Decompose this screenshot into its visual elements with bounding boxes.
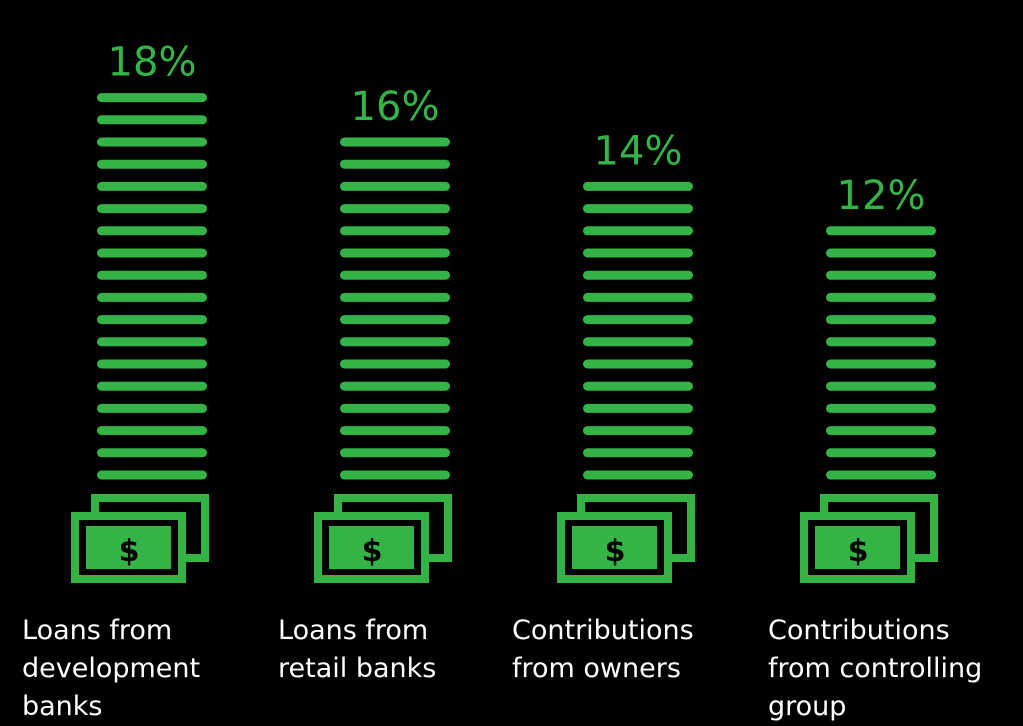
- front-bill-face: [815, 526, 900, 569]
- coin-stack-line: [583, 426, 693, 436]
- coin-stack-line: [340, 270, 450, 280]
- category-label-controlling-group: Contributions from controlling group: [768, 615, 983, 722]
- coin-stack-line: [340, 403, 450, 413]
- dollar-sign-icon: $: [848, 534, 869, 569]
- coin-stack-line: [97, 381, 207, 391]
- coin-stack-line: [97, 337, 207, 347]
- coin-stack-line: [826, 270, 936, 280]
- value-label-0: 18%: [108, 40, 197, 86]
- coin-stack-line: [340, 337, 450, 347]
- dollar-sign-icon: $: [119, 534, 140, 569]
- coin-stack-line: [340, 426, 450, 436]
- coin-stack-line: [583, 470, 693, 480]
- coin-stack-line: [583, 270, 693, 280]
- coin-stack-line: [826, 248, 936, 258]
- coin-stack-line: [340, 181, 450, 191]
- coin-stack-line: [97, 159, 207, 169]
- coin-stack-line: [97, 137, 207, 147]
- coin-stack-line: [340, 470, 450, 480]
- coin-stack-line: [583, 448, 693, 458]
- coin-stack-line: [340, 137, 450, 147]
- coin-stack-line: [340, 292, 450, 302]
- money-bills-icon: $: [71, 494, 209, 583]
- coin-stack-line: [583, 181, 693, 191]
- coin-stack-line: [97, 226, 207, 236]
- coin-stack-line: [583, 204, 693, 214]
- coin-stack-line: [340, 315, 450, 325]
- coin-stack-line: [97, 448, 207, 458]
- bar-column-1: 16% $: [314, 84, 452, 583]
- bar-column-3: 12% $: [800, 173, 938, 583]
- value-label-1: 16%: [351, 84, 440, 130]
- coin-stack-line: [826, 337, 936, 347]
- coin-stack-line: [97, 270, 207, 280]
- coin-stack-line: [826, 226, 936, 236]
- coin-stack-line: [97, 359, 207, 369]
- coin-stack-line: [583, 403, 693, 413]
- coin-stack-line: [826, 426, 936, 436]
- front-bill-face: [329, 526, 414, 569]
- coin-stack-line: [340, 381, 450, 391]
- coin-stack-line: [340, 159, 450, 169]
- category-label-owners: Contributions from owners: [512, 615, 694, 684]
- coin-stack-line: [583, 248, 693, 258]
- coin-stack-line: [97, 181, 207, 191]
- coin-stack-line: [340, 448, 450, 458]
- coin-stack-line: [340, 359, 450, 369]
- bar-column-2: 14% $: [557, 128, 695, 583]
- coin-stack-line: [97, 292, 207, 302]
- coin-stack-line: [583, 381, 693, 391]
- category-label-retail-banks: Loans from retail banks: [278, 615, 437, 684]
- coin-stack-line: [826, 448, 936, 458]
- category-label-development-banks: Loans from development banks: [22, 615, 201, 722]
- value-label-2: 14%: [594, 128, 683, 174]
- bar-column-0: 18% $: [71, 40, 209, 583]
- coin-stack-line: [583, 226, 693, 236]
- coin-stack-line: [97, 403, 207, 413]
- coin-stack-line: [826, 381, 936, 391]
- coin-stack-line: [583, 337, 693, 347]
- coin-stack-line: [583, 292, 693, 302]
- coin-stack-line: [583, 315, 693, 325]
- front-bill-face: [572, 526, 657, 569]
- value-label-3: 12%: [837, 173, 926, 219]
- coin-stack-line: [826, 470, 936, 480]
- coin-stack-line: [340, 226, 450, 236]
- coin-stack-line: [97, 93, 207, 103]
- coin-stack-line: [97, 204, 207, 214]
- money-bills-icon: $: [800, 494, 938, 583]
- money-bills-icon: $: [314, 494, 452, 583]
- coin-stack-line: [97, 470, 207, 480]
- coin-stack-line: [97, 315, 207, 325]
- coin-stack-line: [97, 426, 207, 436]
- coin-stack-line: [826, 315, 936, 325]
- coin-stack-line: [340, 248, 450, 258]
- coin-stack-line: [826, 292, 936, 302]
- dollar-sign-icon: $: [605, 534, 626, 569]
- coin-stack-line: [826, 359, 936, 369]
- coin-stack-line: [340, 204, 450, 214]
- coin-stack-line: [826, 403, 936, 413]
- coin-stack-line: [97, 115, 207, 125]
- dollar-sign-icon: $: [362, 534, 383, 569]
- front-bill-face: [86, 526, 171, 569]
- money-bills-icon: $: [557, 494, 695, 583]
- coin-stack-line: [97, 248, 207, 258]
- coin-stack-line: [583, 359, 693, 369]
